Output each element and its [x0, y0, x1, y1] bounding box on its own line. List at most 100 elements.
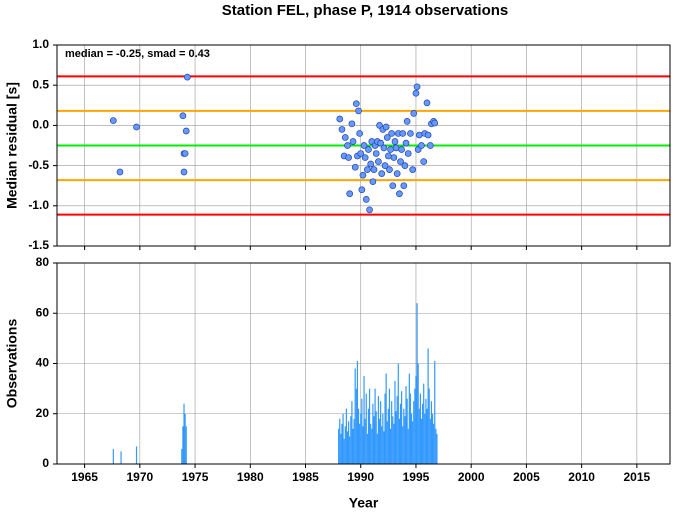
- bar: [354, 368, 356, 464]
- point: [388, 130, 396, 137]
- x-tick-label: 2010: [568, 470, 595, 484]
- bar: [415, 376, 417, 464]
- point: [418, 142, 425, 149]
- point: [109, 117, 117, 124]
- bar: [371, 428, 373, 464]
- point: [180, 168, 188, 176]
- y-tick-label: 40: [36, 356, 50, 370]
- bar: [361, 398, 363, 464]
- bar: [112, 448, 114, 464]
- bar: [393, 423, 395, 464]
- bar: [419, 393, 421, 464]
- point: [338, 126, 346, 133]
- point: [349, 138, 357, 145]
- point: [358, 186, 366, 194]
- point: [423, 99, 431, 107]
- x-axis-label: Year: [349, 495, 379, 511]
- x-tick-label: 2000: [458, 470, 485, 484]
- point: [364, 166, 371, 173]
- bar: [405, 386, 407, 464]
- point: [116, 168, 124, 176]
- bar: [386, 421, 388, 464]
- point: [400, 182, 408, 190]
- point: [403, 118, 411, 125]
- bar: [424, 413, 426, 464]
- point: [351, 163, 359, 171]
- bar: [376, 433, 378, 464]
- bar: [120, 451, 122, 464]
- point: [183, 73, 191, 81]
- bar: [431, 413, 434, 464]
- y-tick-label: 60: [36, 305, 50, 319]
- point: [413, 83, 421, 91]
- point: [387, 146, 394, 153]
- bar: [396, 396, 398, 464]
- plot-frame: [56, 44, 671, 247]
- bar: [359, 423, 361, 464]
- bar: [429, 418, 431, 464]
- bar: [183, 403, 185, 464]
- point: [389, 182, 397, 190]
- chart-title: Station FEL, phase P, 1914 observations: [222, 2, 509, 19]
- y-tick-label: -1.0: [28, 198, 49, 212]
- bar: [413, 401, 415, 464]
- bar: [427, 348, 429, 464]
- bar: [377, 396, 380, 464]
- bar: [352, 428, 354, 464]
- plot-frame: [56, 262, 671, 465]
- bar: [362, 426, 364, 464]
- point: [381, 162, 389, 169]
- y-axis-label: Observations: [4, 319, 20, 409]
- point: [362, 196, 370, 203]
- y-axis-label: Median residual [s]: [4, 82, 20, 209]
- bar: [135, 446, 138, 464]
- bar: [402, 426, 404, 464]
- bar: [425, 398, 427, 464]
- x-tick-label: 1970: [126, 470, 153, 484]
- bar: [403, 408, 405, 464]
- point: [336, 115, 344, 123]
- point: [341, 134, 349, 141]
- bar: [421, 403, 424, 464]
- point: [409, 166, 417, 173]
- point: [345, 154, 352, 161]
- point: [378, 170, 386, 177]
- bar: [343, 438, 345, 464]
- point: [426, 142, 434, 149]
- point: [404, 150, 412, 157]
- y-tick-label: 80: [36, 255, 50, 269]
- bar: [394, 381, 396, 464]
- bar: [398, 418, 400, 464]
- x-tick-label: 1990: [347, 470, 374, 484]
- bar: [430, 401, 433, 464]
- bar: [366, 433, 368, 464]
- point: [382, 123, 390, 131]
- bar: [412, 421, 414, 464]
- point: [182, 127, 190, 135]
- y-tick-label: 20: [36, 406, 50, 420]
- bar: [347, 421, 350, 464]
- point: [359, 171, 367, 179]
- point: [415, 131, 423, 139]
- point: [380, 144, 388, 152]
- bar: [373, 416, 375, 464]
- bar: [182, 426, 184, 464]
- bar: [350, 416, 352, 464]
- bar: [433, 423, 435, 464]
- bar: [381, 426, 383, 464]
- bar: [418, 408, 420, 464]
- bar: [378, 418, 381, 464]
- point: [391, 138, 399, 145]
- point: [410, 109, 418, 117]
- point: [393, 170, 401, 177]
- bar: [387, 408, 389, 464]
- point: [396, 190, 403, 198]
- y-tick-label: 1.0: [32, 37, 49, 51]
- point: [133, 123, 140, 131]
- point: [352, 100, 360, 108]
- point: [386, 166, 393, 173]
- bar: [360, 413, 362, 464]
- bar: [399, 403, 402, 464]
- bar: [428, 388, 430, 464]
